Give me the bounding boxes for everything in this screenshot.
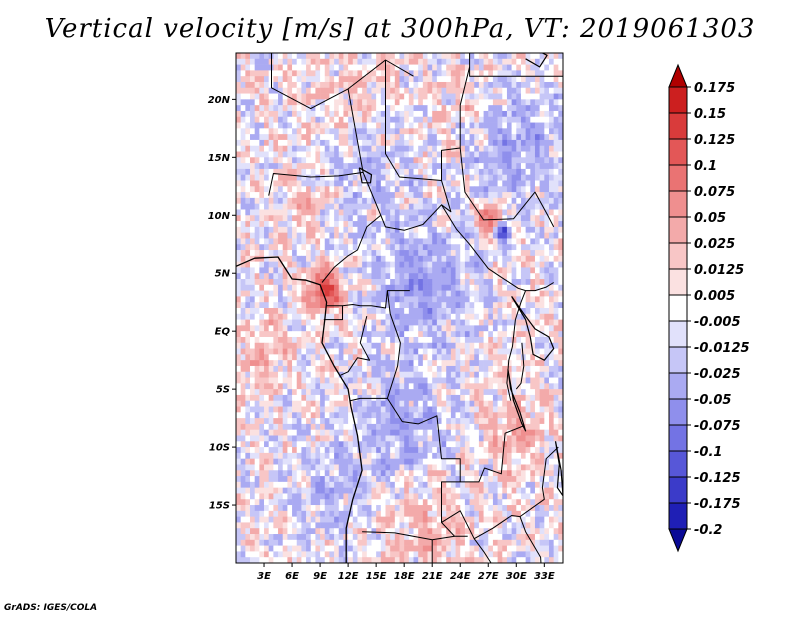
x-tick-label: 9E	[313, 571, 327, 582]
colorbar-label: -0.025	[694, 367, 741, 382]
x-tick-label: 6E	[285, 571, 299, 582]
x-tick-label: 3E	[257, 571, 271, 582]
colorbar-swatch	[668, 242, 688, 270]
map-frame	[235, 52, 564, 564]
x-axis: 3E 6E 9E 12E 15E 18E 21E 24E 27E 30E 33E	[257, 563, 555, 582]
colorbar-swatch	[668, 190, 688, 218]
colorbar-label: 0.025	[694, 237, 735, 252]
y-tick-label: 5S	[216, 385, 230, 396]
y-tick-label: 15N	[208, 153, 231, 164]
colorbar-label: -0.2	[694, 523, 722, 538]
colorbar-swatch	[668, 398, 688, 426]
colorbar-swatch	[668, 320, 688, 348]
colorbar-label: 0.125	[694, 133, 735, 148]
colorbar-swatch	[668, 372, 688, 400]
chart-title: Vertical velocity [m/s] at 300hPa, VT: 2…	[44, 14, 756, 44]
y-axis: 20N 15N 10N 5N EQ 5S 10S 15S	[208, 95, 236, 512]
coastlines	[236, 53, 563, 563]
country-borders	[268, 53, 563, 563]
x-tick-label: 15E	[366, 571, 387, 582]
colorbar-swatch	[668, 138, 688, 166]
colorbar-swatch	[668, 86, 688, 114]
colorbar-under-arrow	[668, 528, 688, 553]
colorbar-label: 0.005	[694, 289, 735, 304]
y-tick-label: 20N	[208, 95, 231, 106]
colorbar-swatch	[668, 502, 688, 530]
x-tick-label: 27E	[478, 571, 499, 582]
colorbar-swatch	[668, 450, 688, 478]
colorbar-label: -0.175	[694, 497, 741, 512]
colorbar-swatch	[668, 268, 688, 296]
colorbar-label: -0.075	[694, 419, 741, 434]
y-tick-label: 15S	[209, 501, 230, 512]
colorbar-label: -0.125	[694, 471, 741, 486]
colorbar-over-arrow	[668, 63, 688, 88]
colorbar-label: -0.1	[694, 445, 722, 460]
x-tick-label: 33E	[534, 571, 555, 582]
colorbar-label: 0.05	[694, 211, 726, 226]
colorbar-swatch	[668, 164, 688, 192]
colorbar-label: 0.0125	[694, 263, 744, 278]
x-tick-label: 12E	[338, 571, 359, 582]
x-tick-label: 24E	[450, 571, 471, 582]
y-tick-label: 5N	[215, 269, 231, 280]
colorbar-swatch	[668, 216, 688, 244]
colorbar: 0.175 0.15 0.125 0.1 0.075 0.05 0.025 0.0125 0.0…	[668, 63, 750, 553]
colorbar-label: 0.075	[694, 185, 735, 200]
colorbar-label: -0.0125	[694, 341, 750, 356]
grads-credit: GrADS: IGES/COLA	[4, 603, 98, 613]
colorbar-swatch	[668, 294, 688, 322]
colorbar-label: 0.15	[694, 107, 726, 122]
x-tick-label: 21E	[422, 571, 443, 582]
colorbar-swatch	[668, 424, 688, 452]
colorbar-label: 0.175	[694, 81, 735, 96]
colorbar-label: 0.1	[694, 159, 717, 174]
y-tick-label: EQ	[215, 327, 231, 338]
colorbar-swatch	[668, 112, 688, 140]
colorbar-label: -0.05	[694, 393, 731, 408]
velocity-field	[236, 53, 563, 563]
y-tick-label: 10S	[209, 443, 230, 454]
colorbar-swatch	[668, 346, 688, 374]
colorbar-swatch	[668, 476, 688, 504]
colorbar-label: -0.005	[694, 315, 741, 330]
x-tick-label: 30E	[506, 571, 527, 582]
y-tick-label: 10N	[208, 211, 231, 222]
x-tick-label: 18E	[394, 571, 415, 582]
